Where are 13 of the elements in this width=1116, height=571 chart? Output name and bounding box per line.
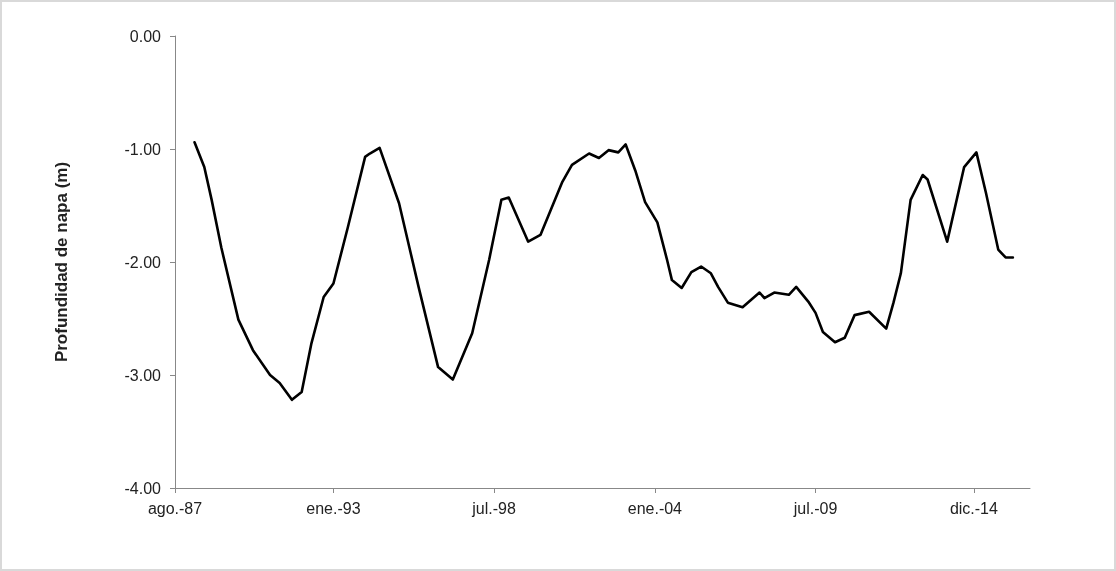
x-tick-label: jul.-98 xyxy=(471,499,516,517)
x-tick-label: ene.-93 xyxy=(306,499,361,517)
x-tick-label: dic.-14 xyxy=(949,499,999,517)
y-axis-title: Profundidad de napa (m) xyxy=(52,161,71,363)
y-tick-label: -3.00 xyxy=(124,366,162,384)
y-tick-label: -2.00 xyxy=(124,253,162,271)
x-tick-label: ene.-04 xyxy=(627,499,683,517)
x-tick-label: jul.-09 xyxy=(792,499,838,517)
line-series xyxy=(193,140,1015,402)
x-tick-label: ago.-87 xyxy=(147,499,203,517)
y-tick-label: -1.00 xyxy=(124,140,162,158)
y-tick-label: -4.00 xyxy=(124,479,162,497)
y-tick-label: 0.00 xyxy=(129,27,162,45)
